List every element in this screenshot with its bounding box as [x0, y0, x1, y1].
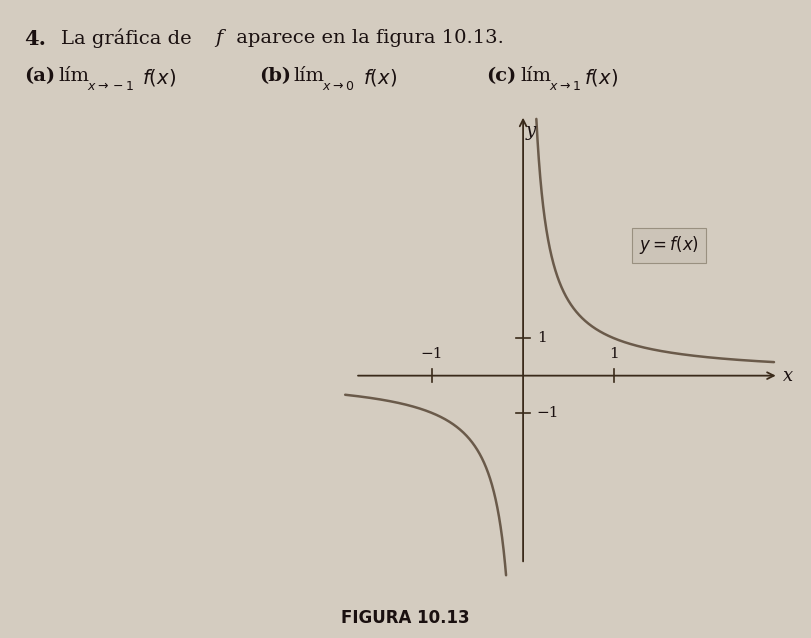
Text: 1: 1	[537, 331, 547, 345]
Text: (a): (a)	[24, 67, 55, 85]
Text: x: x	[783, 367, 793, 385]
Text: (b): (b)	[260, 67, 291, 85]
Text: La gráfica de: La gráfica de	[61, 29, 198, 48]
Text: y: y	[526, 122, 535, 140]
Text: $x\rightarrow -1$: $x\rightarrow -1$	[87, 80, 134, 93]
Text: −1: −1	[537, 406, 560, 420]
Text: $y = f(x)$: $y = f(x)$	[639, 234, 699, 256]
Text: FIGURA 10.13: FIGURA 10.13	[341, 609, 470, 627]
Text: $x\rightarrow 0$: $x\rightarrow 0$	[322, 80, 354, 93]
Text: lím: lím	[521, 67, 551, 85]
Text: lím: lím	[294, 67, 324, 85]
Text: 4.: 4.	[24, 29, 46, 48]
Text: $f(x)$: $f(x)$	[584, 67, 618, 88]
Text: lím: lím	[58, 67, 89, 85]
Text: −1: −1	[421, 348, 443, 362]
Text: aparece en la figura 10.13.: aparece en la figura 10.13.	[230, 29, 504, 47]
Text: (c): (c)	[487, 67, 517, 85]
Text: 1: 1	[609, 348, 620, 362]
Text: $f(x)$: $f(x)$	[363, 67, 397, 88]
Text: $f(x)$: $f(x)$	[142, 67, 176, 88]
Text: $x\rightarrow 1$: $x\rightarrow 1$	[549, 80, 581, 93]
Text: f: f	[215, 29, 222, 47]
